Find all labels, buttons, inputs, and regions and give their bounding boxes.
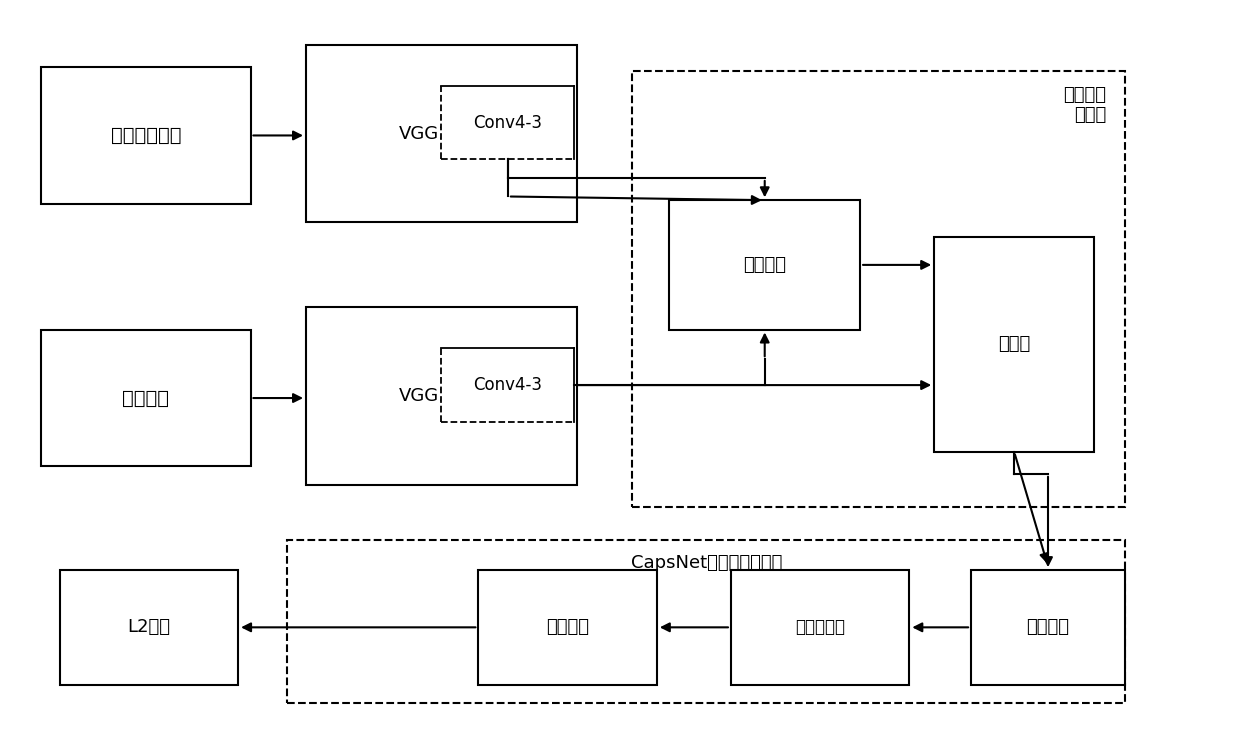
Bar [971, 570, 1125, 684]
Bar [632, 71, 1125, 507]
Bar [670, 200, 861, 330]
Text: 提取层: 提取层 [998, 335, 1030, 353]
Text: 全连接层: 全连接层 [546, 619, 589, 637]
Text: 主胶囊层: 主胶囊层 [1027, 619, 1070, 637]
Bar [306, 307, 577, 485]
Bar [41, 67, 250, 204]
Bar [288, 540, 1125, 703]
Text: 数字胶囊层: 数字胶囊层 [795, 619, 846, 637]
Bar [306, 45, 577, 222]
Text: Conv4-3: Conv4-3 [474, 376, 542, 394]
Text: L2范数: L2范数 [128, 619, 170, 637]
Bar [441, 85, 574, 159]
Text: VGG16网络: VGG16网络 [399, 125, 484, 143]
Bar [441, 348, 574, 422]
Text: Conv4-3: Conv4-3 [474, 114, 542, 132]
Text: 火焰标准图像: 火焰标准图像 [110, 126, 181, 145]
Text: 相关图像: 相关图像 [123, 388, 170, 408]
Bar [479, 570, 657, 684]
Bar [41, 330, 250, 467]
Bar [730, 570, 909, 684]
Text: 深度特征
预选层: 深度特征 预选层 [1064, 85, 1106, 124]
Text: CapsNet网络的部分结构: CapsNet网络的部分结构 [630, 554, 782, 571]
Bar [934, 237, 1094, 452]
Bar [60, 570, 238, 684]
Text: VGG16网络: VGG16网络 [399, 387, 484, 405]
Text: 全卷积层: 全卷积层 [743, 256, 786, 274]
